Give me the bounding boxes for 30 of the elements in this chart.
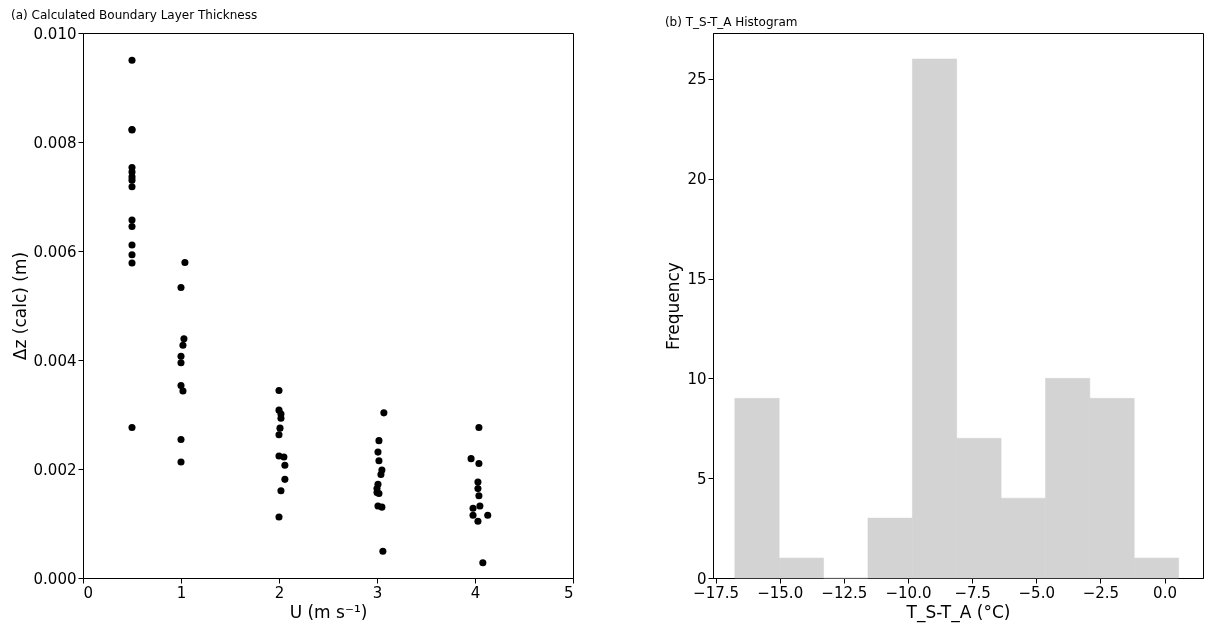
x-tick-label: 0.0 [1153, 583, 1177, 602]
y-tick-label: 25 [687, 70, 707, 89]
y-tick-label: 0.000 [33, 569, 77, 588]
y-tick-label: 20 [687, 170, 707, 189]
chart-title: (a) Calculated Boundary Layer Thickness [11, 8, 258, 22]
y-tick-label: 0.004 [33, 351, 77, 370]
x-tick-label: 3 [372, 583, 383, 602]
x-tick-label: 4 [470, 583, 481, 602]
x-tick-label: −2.5 [1082, 583, 1120, 602]
x-tick-label: 5 [563, 583, 574, 602]
x-tick-label: 1 [176, 583, 187, 602]
x-tick-label: −10.0 [885, 583, 932, 602]
y-axis-title: Frequency [663, 262, 684, 350]
x-tick-label: −5.0 [1018, 583, 1055, 602]
y-tick-label: 10 [687, 369, 707, 388]
y-tick-label: 0.008 [33, 133, 77, 152]
y-tick-label: 15 [687, 270, 707, 289]
y-tick-label: 5 [696, 469, 707, 488]
x-tick-label: −12.5 [821, 583, 868, 602]
x-axis-title: T_S-T_A (°C) [905, 601, 1011, 623]
y-tick-label: 0.010 [33, 24, 77, 43]
x-tick-label: 0 [83, 583, 94, 602]
y-tick-label: 0.002 [33, 460, 77, 479]
chart-title: (b) T_S-T_A Histogram [664, 15, 798, 29]
x-tick-label: −15.0 [757, 583, 804, 602]
y-axis-title: Δz (calc) (m) [9, 251, 30, 361]
x-tick-label: −7.5 [954, 583, 991, 602]
x-tick-label: 2 [274, 583, 285, 602]
x-axis-title: U (m s⁻¹) [289, 601, 368, 622]
y-tick-label: 0.006 [33, 242, 77, 261]
